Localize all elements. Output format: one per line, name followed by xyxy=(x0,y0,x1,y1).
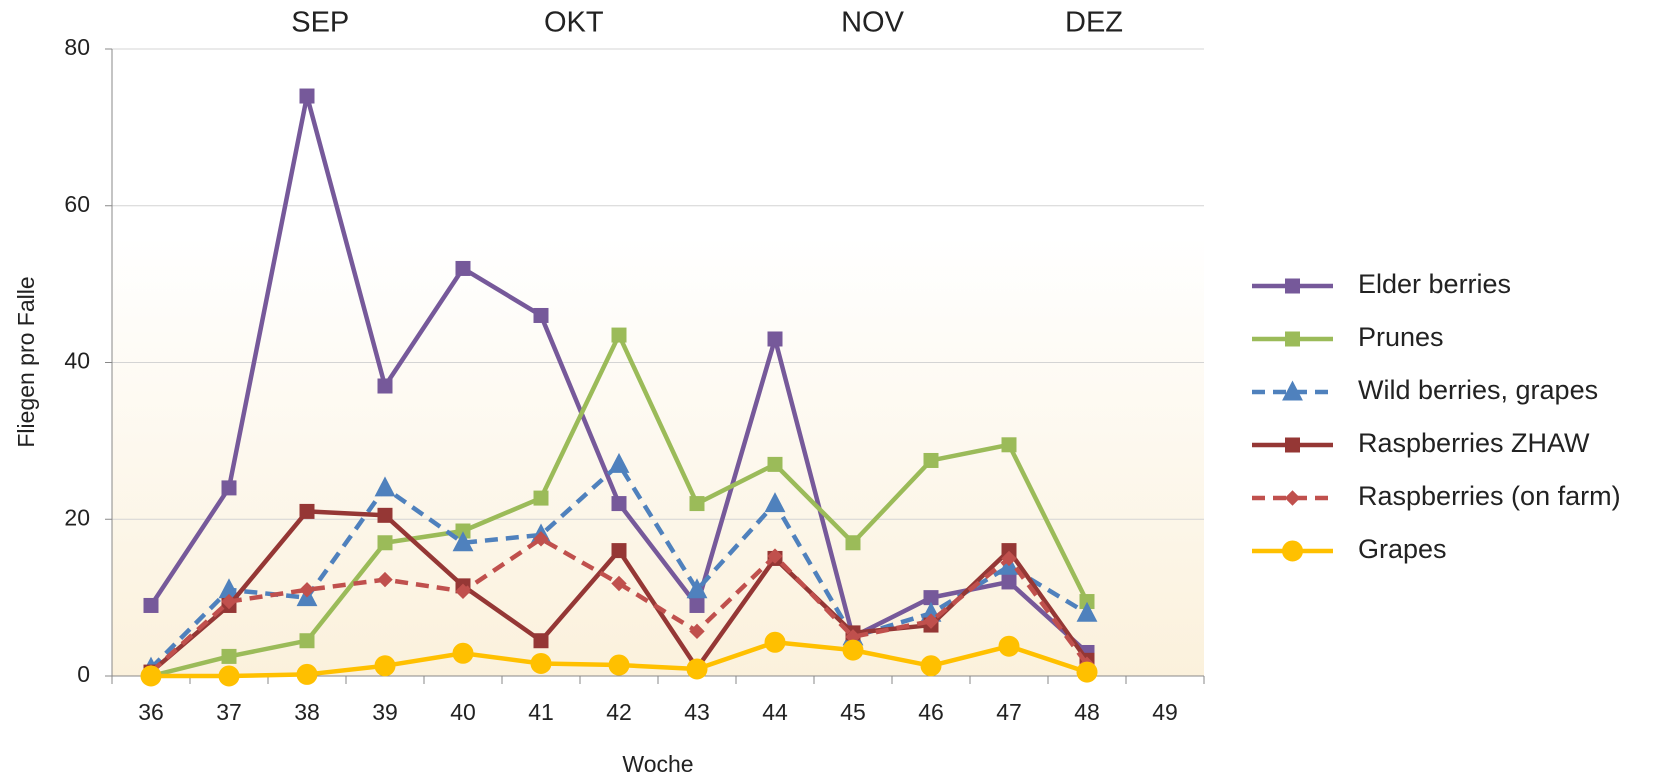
marker xyxy=(608,654,630,676)
marker xyxy=(1282,380,1303,401)
x-tick-label: 37 xyxy=(216,699,242,725)
marker xyxy=(533,307,549,323)
y-tick-label: 80 xyxy=(64,34,90,60)
marker xyxy=(845,535,861,551)
marker xyxy=(608,452,630,473)
y-tick-label: 0 xyxy=(77,661,90,687)
marker xyxy=(689,496,705,512)
marker xyxy=(920,655,942,677)
marker xyxy=(1285,437,1300,453)
marker xyxy=(611,496,627,512)
marker xyxy=(533,490,549,506)
marker xyxy=(221,648,237,664)
marker xyxy=(140,665,162,687)
y-tick-label: 60 xyxy=(64,191,90,217)
marker xyxy=(1282,540,1303,562)
marker xyxy=(374,655,396,677)
marker xyxy=(686,658,708,680)
y-axis-title: Fliegen pro Falle xyxy=(13,276,39,447)
marker xyxy=(689,597,705,613)
marker xyxy=(299,582,315,598)
marker xyxy=(455,583,471,600)
marker xyxy=(767,331,783,347)
marker xyxy=(377,507,393,523)
x-tick-label: 46 xyxy=(918,699,944,725)
x-tick-label: 40 xyxy=(450,699,476,725)
x-tick-label: 45 xyxy=(840,699,866,725)
marker xyxy=(764,631,786,653)
marker xyxy=(1076,601,1098,622)
marker xyxy=(455,260,471,276)
marker xyxy=(221,593,237,610)
marker xyxy=(533,531,549,547)
x-tick-label: 48 xyxy=(1074,699,1100,725)
marker xyxy=(611,575,627,592)
marker xyxy=(530,652,552,674)
marker xyxy=(611,543,627,559)
marker xyxy=(1001,437,1017,453)
marker xyxy=(221,480,237,496)
marker xyxy=(611,327,627,343)
marker xyxy=(1001,550,1017,567)
month-label: NOV xyxy=(841,7,905,39)
y-tick-label: 20 xyxy=(64,504,90,530)
marker xyxy=(299,633,315,649)
marker xyxy=(842,639,864,661)
marker xyxy=(452,642,474,664)
marker xyxy=(299,88,315,104)
marker xyxy=(218,665,240,687)
month-label: SEP xyxy=(291,7,349,39)
marker xyxy=(377,535,393,551)
x-tick-label: 47 xyxy=(996,699,1022,725)
month-label: OKT xyxy=(544,7,604,39)
marker xyxy=(764,492,786,513)
marker xyxy=(923,452,939,468)
x-tick-label: 49 xyxy=(1152,699,1178,725)
marker xyxy=(1076,661,1098,683)
legend-label: Grapes xyxy=(1358,534,1447,564)
month-label: DEZ xyxy=(1065,7,1123,39)
marker xyxy=(299,503,315,519)
marker xyxy=(923,613,939,629)
marker xyxy=(767,456,783,472)
x-tick-label: 38 xyxy=(294,699,320,725)
marker xyxy=(767,548,783,564)
marker xyxy=(689,623,705,640)
marker xyxy=(1001,574,1017,590)
marker xyxy=(377,571,393,588)
marker xyxy=(452,531,474,552)
marker xyxy=(1285,331,1300,347)
legend-label: Elder berries xyxy=(1358,269,1511,299)
marker xyxy=(533,633,549,649)
legend-label: Raspberries ZHAW xyxy=(1358,428,1590,458)
marker xyxy=(1285,278,1300,294)
marker xyxy=(377,378,393,394)
legend-label: Raspberries (on farm) xyxy=(1358,481,1621,511)
x-tick-label: 41 xyxy=(528,699,554,725)
marker xyxy=(143,597,159,613)
marker xyxy=(296,663,318,685)
x-tick-label: 44 xyxy=(762,699,788,725)
x-tick-label: 36 xyxy=(138,699,164,725)
x-tick-label: 42 xyxy=(606,699,632,725)
legend-label: Prunes xyxy=(1358,322,1444,352)
marker xyxy=(998,635,1020,657)
marker xyxy=(1284,490,1301,506)
x-tick-label: 39 xyxy=(372,699,398,725)
x-tick-label: 43 xyxy=(684,699,710,725)
y-tick-label: 40 xyxy=(64,348,90,374)
marker xyxy=(686,578,708,599)
x-axis-title: Woche xyxy=(622,751,693,777)
marker xyxy=(374,476,396,497)
legend-label: Wild berries, grapes xyxy=(1358,375,1598,405)
